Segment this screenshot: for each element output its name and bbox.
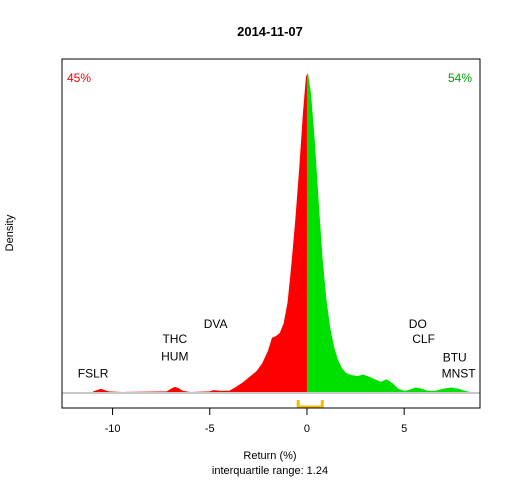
ticker-label: BTU <box>443 350 467 364</box>
x-tick-label: -10 <box>105 423 121 435</box>
ticker-label: CLF <box>412 332 435 346</box>
ticker-label: MNST <box>442 366 477 380</box>
x-axis: -10 -5 0 5 <box>105 407 407 435</box>
ticker-label: HUM <box>161 349 188 363</box>
negative-return-area <box>93 74 307 392</box>
x-axis-label: Return (%) <box>243 450 296 462</box>
positive-share-label: 54% <box>448 71 472 85</box>
x-tick-label: -5 <box>205 423 215 435</box>
chart-title: 2014-11-07 <box>237 24 303 39</box>
ticker-label: DVA <box>204 317 228 331</box>
ticker-label: DO <box>409 317 427 331</box>
iqr-caption: interquartile range: 1.24 <box>212 465 328 477</box>
iqr-bracket <box>296 400 324 409</box>
iqr-bracket-line <box>296 400 324 409</box>
negative-share-label: 45% <box>67 71 91 85</box>
x-tick-label: 5 <box>401 423 407 435</box>
x-tick-label: 0 <box>304 423 310 435</box>
positive-return-area <box>306 73 471 392</box>
density-areas <box>93 73 471 392</box>
y-axis-label: Density <box>4 214 16 251</box>
ticker-label: FSLR <box>78 367 109 381</box>
ticker-label: THC <box>162 332 187 346</box>
